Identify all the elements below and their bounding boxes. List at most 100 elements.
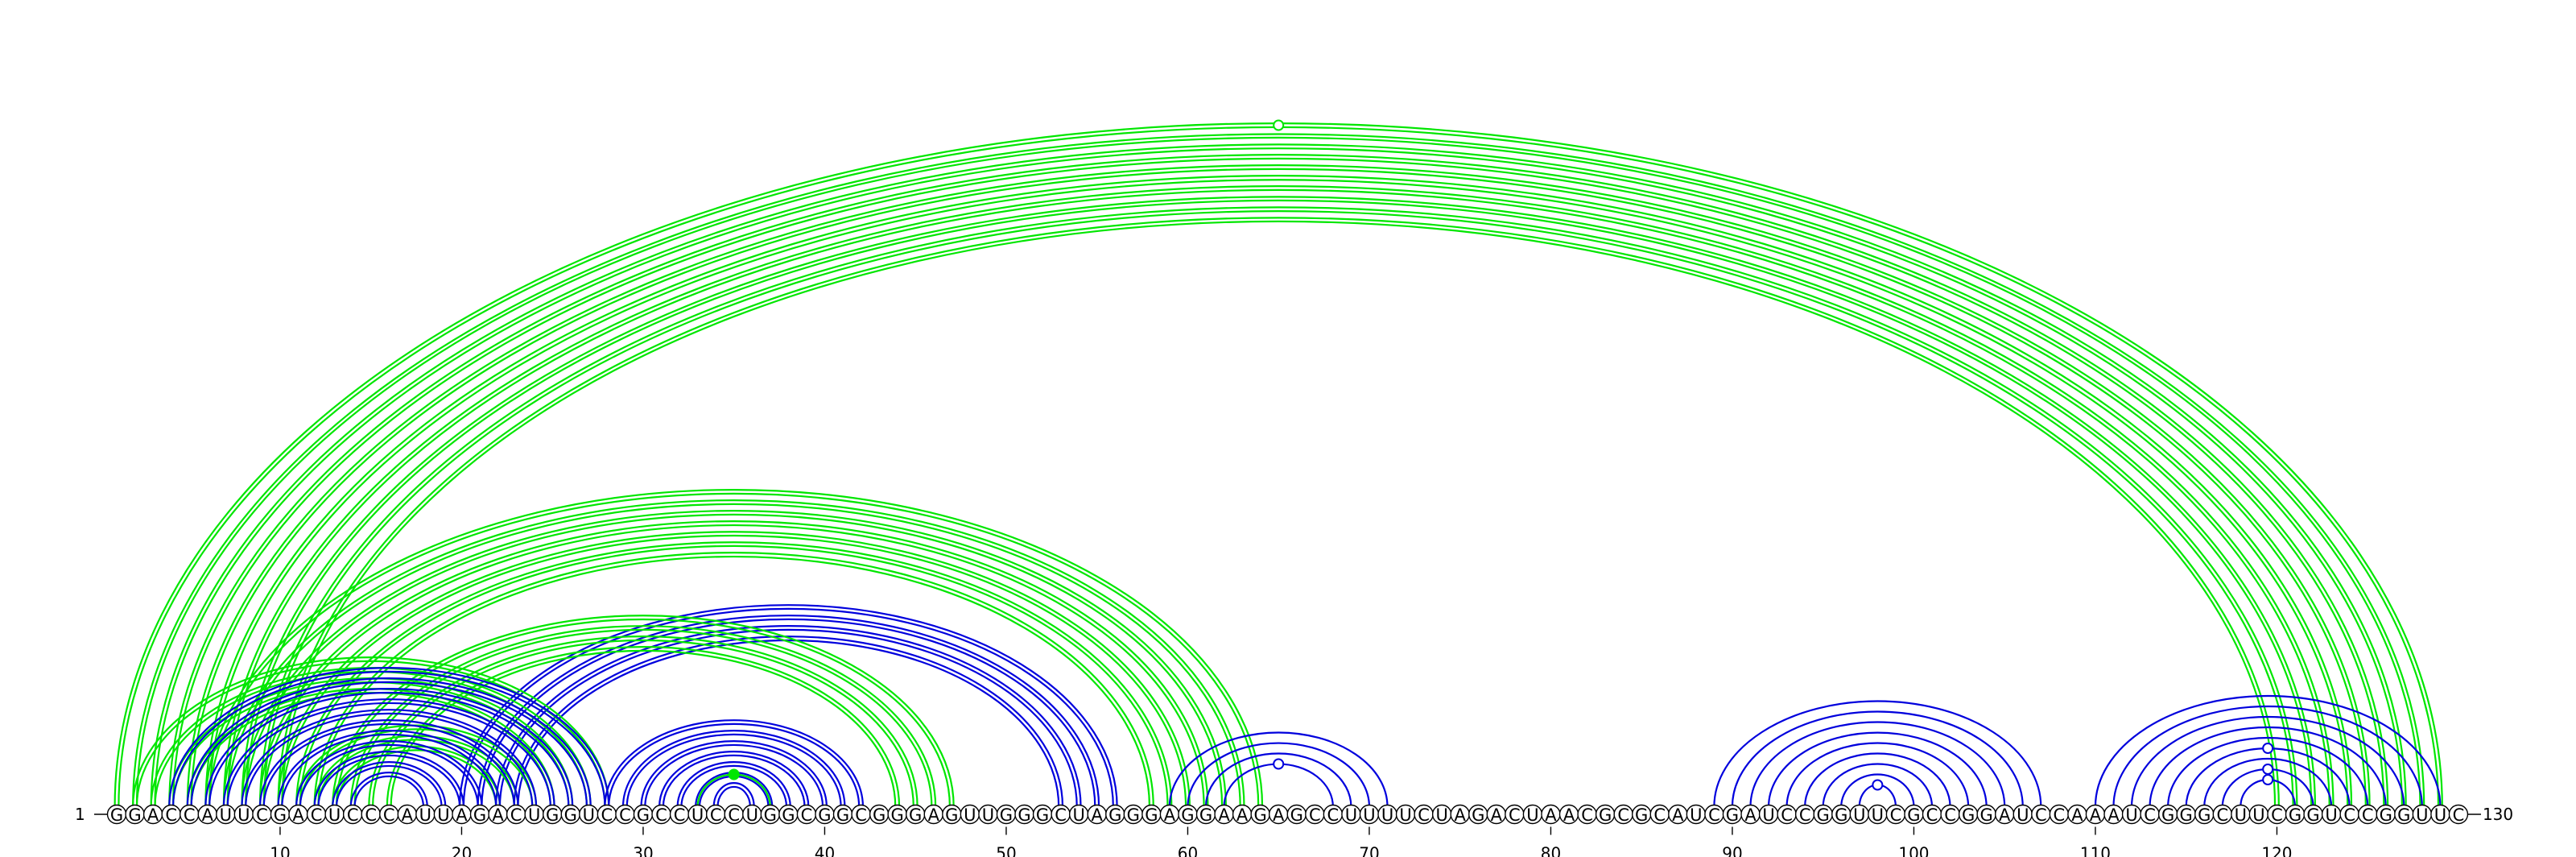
arc-green-10-60-1	[281, 534, 1187, 808]
nucleotide-86: C	[1653, 805, 1666, 825]
arc-blue-89-107-0	[1713, 700, 2042, 808]
arc-green-11-59-1	[299, 544, 1169, 808]
nucleotide-78: C	[1509, 805, 1521, 825]
arc-marker-33-37	[728, 768, 740, 780]
nucleotide-30: G	[637, 805, 650, 825]
arc-blue-30-40-0	[640, 740, 828, 808]
arc-blue-91-105-0	[1749, 721, 2006, 808]
nucleotide-24: U	[528, 805, 540, 825]
arc-blue-116-123-0	[2203, 757, 2333, 808]
nucleotide-50: G	[1000, 805, 1013, 825]
arc-blue-7-25-0	[222, 698, 555, 808]
arc-blue-30-40-1	[644, 743, 824, 808]
nucleotide-93: C	[1781, 805, 1793, 825]
nucleotide-106: U	[2017, 805, 2029, 825]
arc-marker-97-99	[1872, 779, 1884, 791]
arc-blue-61-69-0	[1204, 752, 1352, 808]
nucleotide-111: A	[2107, 805, 2120, 825]
arc-blue-7-25-1	[226, 702, 551, 808]
nucleotide-118: U	[2235, 805, 2247, 825]
nucleotide-128: U	[2416, 805, 2428, 825]
arc-blue-13-19-1	[335, 764, 443, 808]
nucleotide-120: C	[2271, 805, 2283, 825]
arc-blue-34-36-0	[712, 782, 755, 808]
nucleotide-34: C	[710, 805, 722, 825]
arc-blue-11-21-1	[299, 743, 479, 808]
arc-blue-6-26-1	[208, 691, 570, 808]
nucleotide-32: C	[674, 805, 686, 825]
arc-blue-32-38-0	[676, 761, 791, 808]
nucleotide-3: A	[147, 805, 159, 825]
nucleotide-119: U	[2252, 805, 2264, 825]
tick-label-100: 100	[1898, 844, 1929, 857]
nucleotide-7: U	[220, 805, 232, 825]
arc-blue-113-126-0	[2149, 726, 2387, 808]
arc-blue-59-71-0	[1168, 731, 1389, 808]
arc-green-10-120-1	[281, 220, 2277, 808]
arc-green-9-61-0	[258, 520, 1209, 808]
arc-blue-28-42-1	[608, 722, 861, 808]
arc-green-5-125-0	[186, 164, 2371, 808]
nucleotide-56: G	[1108, 805, 1121, 825]
nucleotide-16: C	[383, 805, 395, 825]
tick-label-70: 70	[1359, 844, 1379, 857]
arc-blue-29-41-1	[625, 733, 842, 808]
nucleotide-54: U	[1072, 805, 1084, 825]
arc-green-7-123-0	[222, 185, 2334, 808]
arc-blue-6-26-0	[204, 688, 574, 808]
nucleotide-5: C	[184, 805, 196, 825]
arc-green-2-28-0	[132, 656, 610, 808]
arc-blue-10-22-0	[277, 730, 502, 808]
arc-green-8-122-0	[241, 196, 2317, 808]
nucleotide-82: C	[1581, 805, 1593, 825]
nucleotide-49: U	[982, 805, 994, 825]
arc-green-3-127-1	[154, 147, 2403, 808]
arc-blue-60-70-0	[1187, 742, 1371, 808]
arc-blue-112-127-0	[2130, 715, 2405, 808]
nucleotide-127: G	[2397, 805, 2410, 825]
nucleotide-79: U	[1526, 805, 1538, 825]
tick-label-120: 120	[2261, 844, 2292, 857]
arc-green-7-123-1	[226, 188, 2330, 808]
nucleotide-25: G	[546, 805, 559, 825]
arc-green-13-47-1	[335, 618, 951, 808]
nucleotide-77: A	[1491, 805, 1503, 825]
arc-blue-31-39-1	[662, 754, 806, 808]
nucleotide-130-circle	[2448, 804, 2469, 825]
nucleotide-129: U	[2434, 805, 2446, 825]
arc-green-10-120-0	[277, 217, 2280, 808]
nucleotide-107: C	[2035, 805, 2047, 825]
nucleotide-6: A	[202, 805, 214, 825]
arc-green-5-125-1	[190, 168, 2367, 808]
arc-blue-11-21-0	[295, 740, 483, 808]
arc-green-7-63-1	[226, 503, 1241, 808]
nucleotide-125: C	[2362, 805, 2374, 825]
nucleotide-114: G	[2161, 805, 2174, 825]
arc-green-9-121-1	[262, 209, 2294, 808]
nucleotide-44: G	[891, 805, 904, 825]
nucleotide-74: U	[1435, 805, 1447, 825]
arc-green-12-23-1	[317, 739, 515, 808]
nucleotide-38: G	[782, 805, 795, 825]
nucleotide-124: C	[2343, 805, 2355, 825]
arc-blue-32-38-1	[680, 764, 788, 808]
arc-marker-1-129	[1273, 119, 1285, 131]
arc-blue-12-20-1	[317, 754, 461, 808]
nucleotide-36: U	[746, 805, 758, 825]
nucleotide-75: A	[1455, 805, 1467, 825]
nucleotide-59: A	[1164, 805, 1176, 825]
tick-label-110: 110	[2080, 844, 2111, 857]
arc-green-6-64-1	[208, 492, 1260, 808]
arc-marker-118-121	[2262, 774, 2274, 785]
nucleotide-89: C	[1708, 805, 1720, 825]
nucleotide-66: G	[1290, 805, 1303, 825]
arc-blue-4-28-1	[171, 670, 606, 808]
nucleotide-95: G	[1817, 805, 1830, 825]
nucleotide-84: C	[1617, 805, 1629, 825]
nucleotide-26: G	[564, 805, 577, 825]
arc-blue-21-55-1	[481, 618, 1096, 808]
nucleotide-27: U	[583, 805, 595, 825]
nucleotide-126: G	[2380, 805, 2392, 825]
arc-blue-90-106-0	[1731, 710, 2024, 808]
